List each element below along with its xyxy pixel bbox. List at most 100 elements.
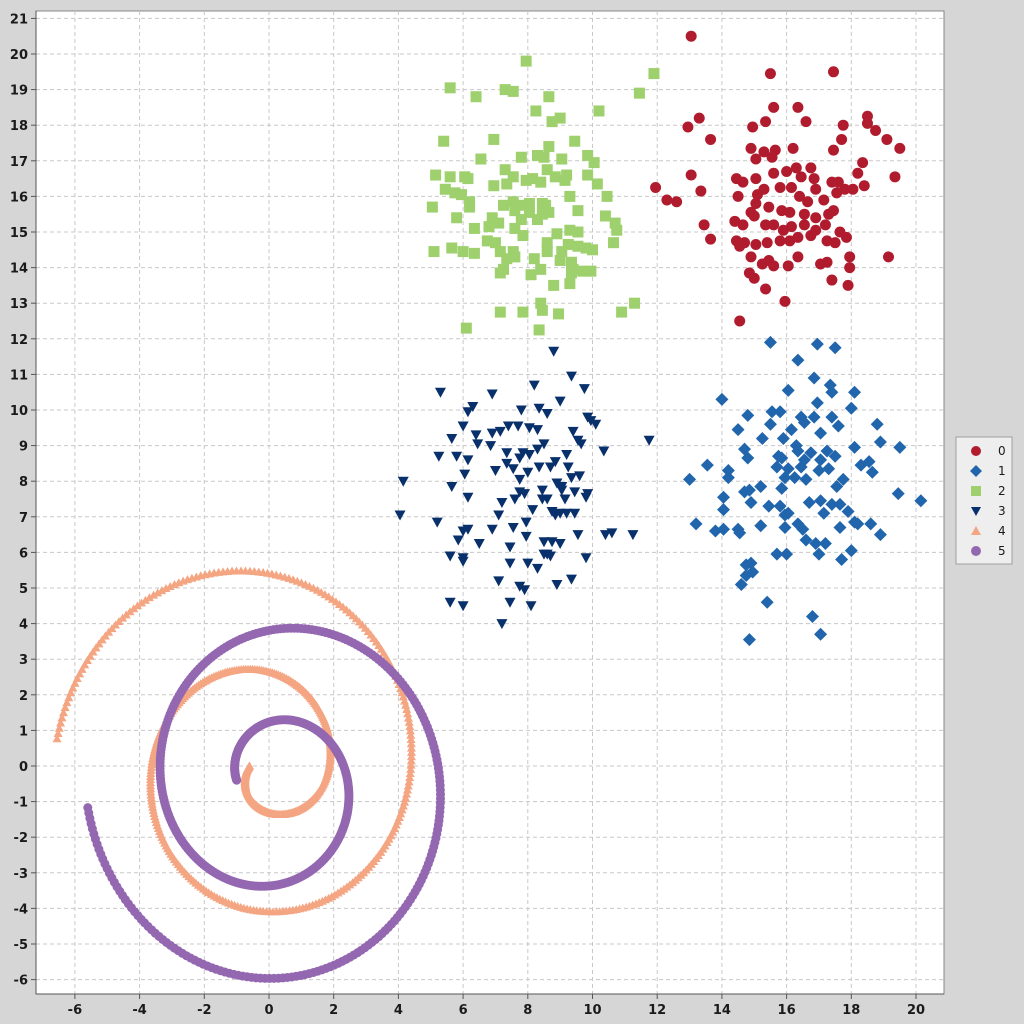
data-point [457,526,469,537]
data-point [770,460,784,474]
data-point [515,405,527,416]
legend-label: 3 [998,504,1006,518]
y-tick-label: -1 [14,796,28,811]
data-point [507,464,519,475]
data-point [406,752,416,761]
data-point [320,590,330,599]
data-point [489,466,501,477]
data-point [844,544,858,558]
data-point [428,246,440,258]
y-tick-label: 17 [10,155,28,170]
data-point [734,240,746,252]
data-point [559,174,571,186]
data-point [588,157,600,169]
data-point [616,306,628,318]
data-point [750,238,762,250]
data-point [582,149,594,161]
data-point [565,256,577,268]
data-point [810,212,822,224]
data-point [826,274,838,286]
data-point [405,726,415,735]
data-point [434,387,446,398]
data-point [776,431,790,445]
y-tick-label: 18 [10,119,28,134]
x-tick-label: 16 [778,1003,796,1018]
data-point [842,279,854,291]
data-point [606,528,618,539]
data-point [446,482,458,493]
data-point [538,537,550,548]
data-point [788,471,802,485]
data-point [873,435,887,449]
data-point [514,474,526,485]
data-point [574,471,586,482]
data-point [546,116,558,128]
data-point [543,91,555,103]
legend-marker [971,526,981,535]
data-point [870,125,882,137]
data-point [733,526,747,540]
data-point [457,601,469,612]
data-point [496,498,508,509]
data-point [517,306,529,318]
data-point [747,121,759,133]
data-point [56,718,66,727]
data-point [462,492,474,503]
data-point [535,176,547,188]
data-point [807,410,821,424]
data-point [462,455,474,466]
data-point [406,730,416,739]
data-point [394,510,406,521]
data-point [580,492,592,503]
data-point [559,494,571,505]
data-point [572,240,584,252]
data-point [406,756,416,765]
data-point [452,535,464,546]
data-point [778,520,792,534]
data-point [765,405,779,419]
data-point [493,217,505,229]
data-point [459,469,471,480]
data-point [406,747,416,756]
data-point [881,133,893,145]
data-point [54,723,64,732]
data-point [748,210,760,222]
data-point [787,142,799,154]
data-point [401,700,411,709]
data-point [556,153,568,165]
data-point [812,464,826,478]
data-point [457,421,469,432]
data-point [493,510,505,521]
y-tick-label: 13 [10,297,28,312]
legend-marker [971,486,981,496]
data-point [501,448,513,459]
data-point [406,743,416,752]
x-tick-label: 4 [394,1003,403,1018]
data-point [599,530,611,541]
data-point [473,539,485,549]
data-point [455,189,467,201]
data-point [532,149,544,161]
data-point [457,556,469,567]
data-point [745,142,757,154]
data-point [800,116,812,128]
data-point [501,458,513,469]
data-point [561,450,573,460]
data-point [462,173,474,185]
data-point [809,537,823,550]
data-point [565,267,577,279]
data-point [737,219,749,231]
data-point [734,315,746,327]
data-point [528,380,540,391]
data-point [494,426,506,437]
data-point [403,781,413,790]
data-point [502,421,514,432]
data-point [717,490,731,504]
y-tick-label: 16 [10,190,28,205]
data-point [609,217,621,229]
data-point [784,423,798,437]
data-point [814,627,828,641]
data-point [844,401,858,415]
data-point [671,196,683,208]
data-point [404,777,414,786]
